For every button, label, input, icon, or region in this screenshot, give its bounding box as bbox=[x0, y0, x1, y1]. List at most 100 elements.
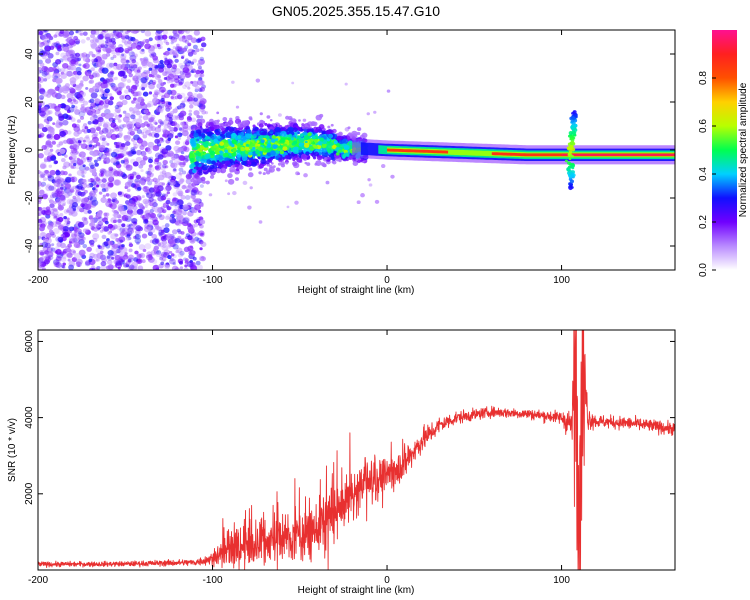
noise-speckle bbox=[127, 46, 131, 49]
carrier-cell bbox=[216, 111, 220, 115]
noise-speckle bbox=[59, 148, 66, 154]
noise-speckle bbox=[42, 91, 49, 97]
snr-x-axis: -200 -100 0 100 bbox=[28, 330, 570, 586]
noise-speckle bbox=[79, 192, 85, 197]
noise-speckle bbox=[69, 64, 77, 71]
carrier-cell bbox=[292, 158, 296, 162]
noise-speckle bbox=[91, 136, 99, 143]
noise-speckle bbox=[160, 258, 165, 263]
carrier-cell bbox=[321, 131, 326, 135]
carrier-cell bbox=[252, 126, 259, 132]
noise-speckle bbox=[83, 189, 88, 194]
noise-speckle bbox=[179, 261, 183, 265]
carrier-cell bbox=[235, 177, 239, 181]
noise-speckle bbox=[117, 82, 125, 89]
noise-speckle bbox=[173, 168, 177, 172]
noise-speckle bbox=[72, 226, 78, 231]
noise-speckle bbox=[60, 187, 64, 191]
noise-speckle bbox=[154, 138, 160, 144]
noise-speckle bbox=[69, 145, 74, 149]
noise-speckle bbox=[380, 164, 386, 169]
carrier-cell bbox=[330, 123, 334, 127]
noise-speckle bbox=[110, 71, 114, 75]
noise-speckle bbox=[72, 250, 76, 254]
noise-speckle bbox=[132, 85, 138, 90]
noise-speckle bbox=[52, 209, 59, 216]
noise-speckle bbox=[167, 254, 172, 260]
noise-speckle bbox=[144, 223, 151, 229]
noise-speckle bbox=[94, 267, 99, 270]
noise-speckle bbox=[38, 123, 44, 130]
noise-speckle bbox=[170, 67, 177, 73]
noise-speckle bbox=[112, 162, 117, 166]
noise-speckle bbox=[99, 250, 104, 254]
noise-speckle bbox=[98, 34, 104, 40]
noise-speckle bbox=[113, 233, 118, 237]
noise-speckle bbox=[105, 193, 110, 197]
carrier-cell bbox=[225, 126, 229, 131]
noise-speckle bbox=[64, 232, 70, 237]
spike-cell bbox=[567, 161, 571, 165]
noise-speckle bbox=[126, 30, 132, 33]
carrier-cell bbox=[284, 154, 290, 160]
noise-speckle bbox=[175, 160, 181, 166]
noise-speckle bbox=[193, 223, 199, 228]
noise-speckle bbox=[138, 244, 146, 251]
noise-speckle bbox=[38, 109, 42, 114]
noise-speckle bbox=[82, 175, 86, 179]
noise-speckle bbox=[134, 178, 140, 183]
noise-speckle bbox=[182, 47, 187, 52]
noise-speckle bbox=[187, 60, 192, 64]
noise-speckle bbox=[38, 258, 44, 264]
noise-speckle bbox=[38, 186, 41, 190]
noise-speckle bbox=[148, 227, 156, 234]
noise-speckle bbox=[129, 223, 133, 227]
noise-speckle bbox=[87, 120, 92, 125]
noise-speckle bbox=[179, 127, 184, 132]
noise-speckle bbox=[119, 30, 124, 33]
noise-speckle bbox=[95, 61, 103, 68]
carrier-hotspot bbox=[270, 138, 276, 143]
noise-speckle bbox=[108, 62, 115, 68]
carrier-cell bbox=[196, 138, 200, 142]
noise-speckle bbox=[47, 174, 52, 179]
noise-speckle bbox=[127, 131, 132, 135]
noise-speckle bbox=[178, 162, 182, 166]
spike-cell bbox=[569, 147, 573, 150]
noise-speckle bbox=[75, 165, 80, 170]
noise-speckle bbox=[67, 243, 72, 248]
carrier-cell bbox=[198, 136, 202, 140]
carrier-hotspot bbox=[299, 133, 304, 137]
noise-speckle bbox=[130, 149, 136, 155]
noise-speckle bbox=[62, 181, 70, 188]
noise-speckle bbox=[163, 77, 168, 81]
noise-speckle bbox=[117, 168, 122, 172]
noise-speckle bbox=[195, 69, 201, 75]
noise-speckle bbox=[195, 260, 201, 266]
noise-speckle bbox=[151, 69, 158, 76]
noise-speckle bbox=[47, 110, 53, 115]
noise-speckle bbox=[114, 47, 121, 53]
carrier-cell bbox=[246, 129, 252, 135]
carrier-hotspot bbox=[209, 150, 216, 156]
carrier-cell bbox=[310, 121, 316, 126]
noise-speckle bbox=[61, 250, 67, 255]
noise-speckle bbox=[127, 199, 135, 207]
noise-speckle bbox=[154, 165, 161, 171]
noise-speckle bbox=[166, 197, 171, 202]
noise-speckle bbox=[130, 213, 134, 217]
carrier-cell bbox=[318, 152, 322, 156]
noise-speckle bbox=[111, 197, 118, 203]
noise-speckle bbox=[83, 123, 88, 127]
noise-speckle bbox=[67, 130, 72, 135]
colorbar-label: Normalized spectral amplitude bbox=[738, 82, 749, 217]
noise-speckle bbox=[50, 186, 57, 191]
noise-speckle bbox=[126, 193, 133, 199]
noise-speckle bbox=[64, 183, 71, 190]
spectrogram-x-tick-label: -200 bbox=[28, 275, 48, 286]
noise-speckle bbox=[87, 69, 92, 74]
noise-speckle bbox=[178, 78, 185, 85]
carrier-cell bbox=[253, 133, 257, 137]
noise-speckle bbox=[119, 231, 125, 237]
noise-speckle bbox=[133, 178, 141, 185]
